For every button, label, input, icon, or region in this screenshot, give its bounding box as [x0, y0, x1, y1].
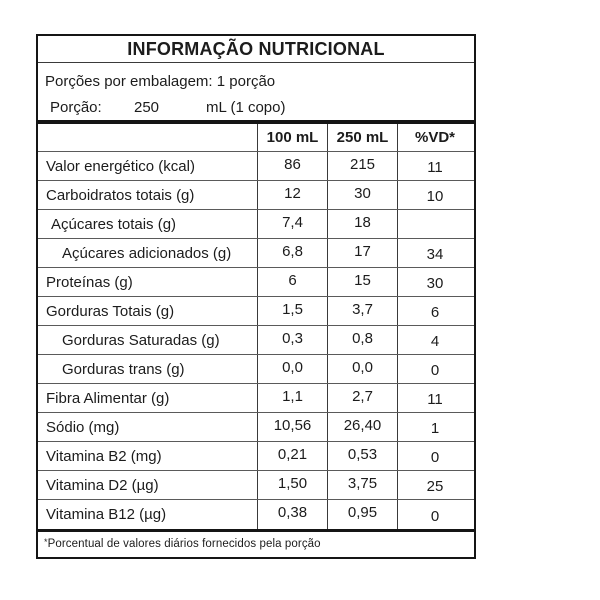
header-100ml-cell: 100 mL — [258, 124, 328, 151]
nutrient-label: Sódio (mg) — [38, 413, 258, 441]
daily-value-footnote: *Porcentual de valores diários fornecido… — [38, 532, 474, 557]
portion-unit: mL (1 copo) — [206, 99, 286, 116]
value-100ml: 1,1 — [258, 384, 328, 412]
portion-label: Porção: — [50, 99, 102, 116]
nutrient-label: Proteínas (g) — [38, 268, 258, 296]
header-250ml-cell: 250 mL — [328, 124, 398, 151]
value-250ml: 15 — [328, 268, 398, 296]
nutrient-label: Vitamina D2 (µg) — [38, 471, 258, 499]
nutrient-label: Valor energético (kcal) — [38, 152, 258, 180]
portion-line: Porção: 250 mL (1 copo) — [38, 94, 474, 120]
value-250ml: 30 — [328, 181, 398, 209]
table-row-energy: Valor energético (kcal) 86 215 11 — [38, 152, 474, 181]
value-250ml: 3,75 — [328, 471, 398, 499]
value-100ml: 0,3 — [258, 326, 328, 354]
value-250ml: 0,0 — [328, 355, 398, 383]
nutrition-grid: 100 mL 250 mL %VD* Valor energético (kca… — [38, 124, 474, 529]
value-vd — [398, 210, 472, 238]
value-250ml: 3,7 — [328, 297, 398, 325]
footnote-text: Porcentual de valores diários fornecidos… — [47, 538, 321, 550]
value-100ml: 1,50 — [258, 471, 328, 499]
value-250ml: 26,40 — [328, 413, 398, 441]
value-100ml: 1,5 — [258, 297, 328, 325]
table-row-sodium: Sódio (mg) 10,56 26,40 1 — [38, 413, 474, 442]
table-row-saturated-fat: Gorduras Saturadas (g) 0,3 0,8 4 — [38, 326, 474, 355]
value-100ml: 12 — [258, 181, 328, 209]
value-vd: 34 — [426, 246, 444, 263]
value-vd: 30 — [426, 275, 444, 292]
label-title: INFORMAÇÃO NUTRICIONAL — [38, 36, 474, 63]
nutrient-label: Açúcares adicionados (g) — [38, 239, 258, 267]
nutrient-label: Carboidratos totais (g) — [38, 181, 258, 209]
value-250ml: 17 — [328, 239, 398, 267]
nutrient-label: Vitamina B12 (µg) — [38, 500, 258, 529]
value-250ml: 0,53 — [328, 442, 398, 470]
value-vd: 10 — [426, 188, 444, 205]
value-250ml: 0,8 — [328, 326, 398, 354]
footnote-top-rule — [38, 529, 474, 532]
table-row-total-fat: Gorduras Totais (g) 1,5 3,7 6 — [38, 297, 474, 326]
value-vd: 11 — [427, 391, 443, 408]
servings-per-package-line: Porções por embalagem: 1 porção — [45, 73, 276, 90]
value-vd: 1 — [430, 420, 440, 437]
nutrient-label: Fibra Alimentar (g) — [38, 384, 258, 412]
table-row-vitamin-b12: Vitamina B12 (µg) 0,38 0,95 0 — [38, 500, 474, 529]
value-100ml: 0,38 — [258, 500, 328, 529]
column-header-row: 100 mL 250 mL %VD* — [38, 124, 474, 152]
value-vd: 11 — [427, 159, 443, 176]
nutrient-label: Açúcares totais (g) — [38, 210, 258, 238]
value-vd: 0 — [430, 508, 440, 525]
header-vd-cell: %VD* — [414, 129, 455, 146]
value-250ml: 18 — [328, 210, 398, 238]
value-100ml: 7,4 — [258, 210, 328, 238]
value-vd: 25 — [426, 478, 444, 495]
table-row-added-sugars: Açúcares adicionados (g) 6,8 17 34 — [38, 239, 474, 268]
table-row-vitamin-b2: Vitamina B2 (mg) 0,21 0,53 0 — [38, 442, 474, 471]
table-row-fiber: Fibra Alimentar (g) 1,1 2,7 11 — [38, 384, 474, 413]
table-row-carbs: Carboidratos totais (g) 12 30 10 — [38, 181, 474, 210]
table-row-trans-fat: Gorduras trans (g) 0,0 0,0 0 — [38, 355, 474, 384]
nutrient-label: Gorduras trans (g) — [38, 355, 258, 383]
value-250ml: 0,95 — [328, 500, 398, 529]
value-250ml: 215 — [328, 152, 398, 180]
value-vd: 6 — [430, 304, 440, 321]
nutrient-label: Vitamina B2 (mg) — [38, 442, 258, 470]
header-nutrient-cell — [38, 124, 258, 151]
value-100ml: 10,56 — [258, 413, 328, 441]
value-100ml: 0,21 — [258, 442, 328, 470]
header-top-rule — [38, 120, 474, 124]
table-row-protein: Proteínas (g) 6 15 30 — [38, 268, 474, 297]
table-row-vitamin-d2: Vitamina D2 (µg) 1,50 3,75 25 — [38, 471, 474, 500]
value-100ml: 86 — [258, 152, 328, 180]
portion-amount: 250 — [134, 99, 160, 116]
value-vd: 0 — [430, 362, 440, 379]
nutrition-facts-label: INFORMAÇÃO NUTRICIONAL Porções por embal… — [36, 34, 476, 559]
footnote-asterisk: * — [44, 537, 48, 547]
value-100ml: 6 — [258, 268, 328, 296]
nutrient-label: Gorduras Totais (g) — [38, 297, 258, 325]
value-100ml: 0,0 — [258, 355, 328, 383]
table-row-total-sugars: Açúcares totais (g) 7,4 18 — [38, 210, 474, 239]
value-vd: 0 — [430, 449, 440, 466]
value-vd: 4 — [430, 333, 440, 350]
value-100ml: 6,8 — [258, 239, 328, 267]
nutrient-label: Gorduras Saturadas (g) — [38, 326, 258, 354]
value-250ml: 2,7 — [328, 384, 398, 412]
